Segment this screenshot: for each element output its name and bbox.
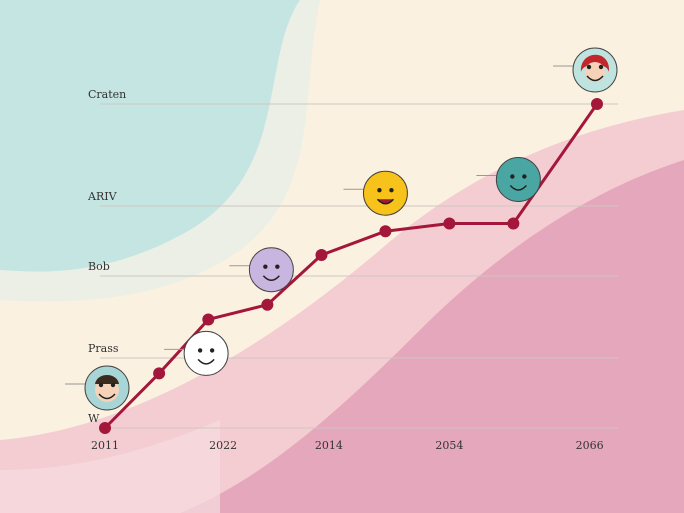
data-point (261, 298, 274, 311)
y-axis-labels: W Prass Bob ARIV Craten (87, 88, 126, 425)
icon-face (248, 247, 294, 293)
purple-smiley-icon (229, 247, 294, 293)
eye (197, 348, 203, 353)
mouth (197, 358, 215, 365)
data-point (507, 217, 520, 230)
face-icons (65, 47, 618, 411)
eye (522, 174, 527, 179)
hair (95, 375, 119, 384)
eye (263, 264, 268, 269)
eye (377, 188, 382, 193)
teal-face-icon (476, 157, 541, 202)
mouth (262, 275, 280, 281)
skin (585, 62, 605, 82)
mouth (586, 75, 604, 82)
data-point (99, 422, 111, 434)
y-tick-label: W (88, 412, 100, 425)
man-face-icon (65, 365, 130, 411)
x-tick-label: 2022 (209, 439, 237, 452)
data-point (202, 313, 215, 326)
eye (209, 348, 215, 353)
data-point (153, 367, 166, 380)
x-axis-labels: 2011 2022 2014 2054 2066 (91, 439, 604, 452)
x-tick-label: 2014 (315, 439, 343, 452)
mouth (509, 184, 527, 191)
mouth (98, 393, 116, 400)
teal-wave (0, 0, 300, 272)
y-tick-label: Prass (88, 342, 119, 355)
icon-face (183, 330, 229, 376)
laughing-emoji-icon (343, 170, 408, 216)
y-tick-label: ARIV (87, 190, 118, 203)
light-wave (0, 0, 320, 302)
eye (510, 174, 515, 179)
icon-face (362, 170, 408, 216)
eye (275, 264, 280, 269)
icon-face (495, 157, 541, 202)
eye (586, 64, 592, 70)
red-hair-woman-icon (553, 47, 618, 93)
mouth (376, 198, 395, 205)
grid-lines (100, 103, 618, 429)
x-tick-label: 2066 (576, 439, 604, 452)
y-tick-label: Bob (88, 260, 110, 273)
data-point (443, 217, 456, 230)
data-point (379, 225, 392, 238)
y-tick-label: Craten (88, 88, 126, 101)
data-point (591, 98, 603, 110)
eye (98, 382, 104, 388)
eye (110, 382, 116, 388)
x-tick-label: 2011 (91, 439, 119, 452)
pink-wave-dark (180, 160, 684, 513)
pink-wave-bottom (0, 420, 220, 513)
data-points (99, 98, 603, 434)
eye (389, 188, 394, 193)
data-point (315, 249, 328, 261)
grinning-face-icon (164, 330, 229, 376)
x-tick-label: 2054 (435, 439, 463, 452)
eye (598, 64, 604, 70)
